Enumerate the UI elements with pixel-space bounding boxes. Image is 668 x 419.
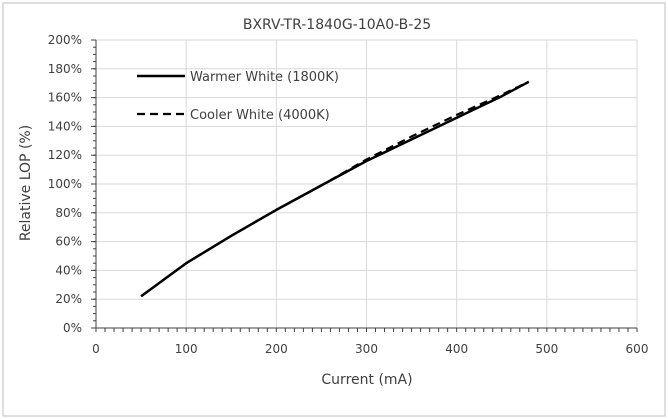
axes: 0 100 200 300 400 500 600 0% 20% 40% 60% 80% 100% 120… (48, 33, 649, 356)
series-lines (140, 80, 530, 298)
x-tick-label: 0 (92, 342, 100, 356)
y-tick-label: 120% (48, 148, 82, 162)
x-tick-label: 200 (265, 342, 288, 356)
series-line-2 (140, 80, 530, 298)
y-tick-label: 20% (55, 292, 82, 306)
y-tick-label: 140% (48, 119, 82, 133)
legend: Warmer White (1800K) Cooler White (4000K) (137, 70, 339, 123)
y-axis-label: Relative LOP (%) (18, 125, 34, 241)
x-tick-label: 300 (355, 342, 378, 356)
y-tick-label: 0% (63, 321, 82, 335)
x-tick-label: 600 (626, 342, 649, 356)
x-axis-label: Current (mA) (321, 372, 412, 388)
x-tick-label: 400 (445, 342, 468, 356)
y-tick-label: 180% (48, 62, 82, 76)
x-tick-label: 100 (175, 342, 198, 356)
y-tick-label: 80% (55, 206, 82, 220)
y-tick-label: 200% (48, 33, 82, 47)
y-tick-label: 40% (55, 263, 82, 277)
y-tick-label: 160% (48, 91, 82, 105)
gridlines (96, 39, 638, 328)
legend-label-1: Warmer White (1800K) (190, 70, 339, 85)
y-tick-label: 60% (55, 235, 82, 249)
chart-title: BXRV-TR-1840G-10A0-B-25 (243, 17, 431, 33)
legend-label-2: Cooler White (4000K) (190, 108, 330, 123)
y-tick-label: 100% (48, 177, 82, 191)
x-tick-label: 500 (535, 342, 558, 356)
